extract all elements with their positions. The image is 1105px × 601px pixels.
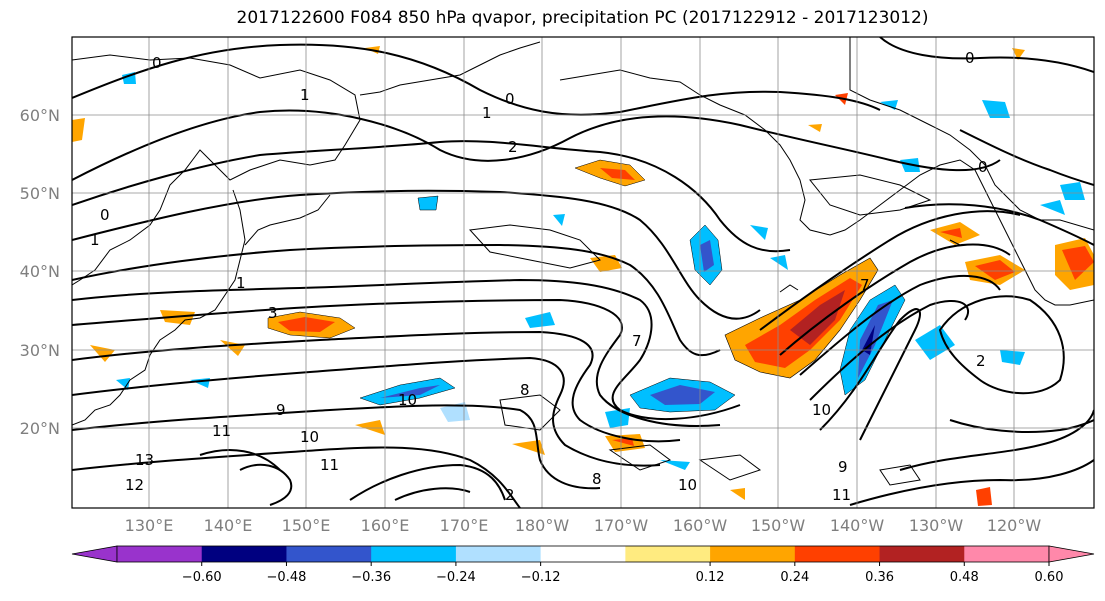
land-contours (468, 174, 932, 486)
contour-label: 13 (135, 451, 154, 469)
contour-label: 10 (300, 428, 319, 446)
contour-label: 10 (678, 476, 697, 494)
colorbar-extend-low (71, 545, 118, 563)
contour-label: 7 (860, 276, 870, 294)
contour-label: 0 (505, 90, 515, 108)
map-title: 2017122600 F084 850 hPa qvapor, precipit… (236, 8, 929, 28)
contour-label: 0 (152, 54, 162, 72)
colorbar-tick-label: 0.12 (696, 570, 725, 585)
positive-precip-regions (72, 46, 1094, 506)
contour-label: 2 (505, 486, 515, 504)
contour-label: 0 (100, 206, 110, 224)
colorbar-tick-label: −0.60 (182, 570, 222, 585)
contour-label: 9 (838, 458, 848, 476)
colorbar-tick-label: 0.36 (865, 570, 894, 585)
contour-labels: 0 0 1 1 2 2 1 0 1 3 7 8 9 10 10 11 12 13… (90, 49, 988, 504)
colorbar-cell (794, 546, 881, 562)
longitude-axis: 130°E 140°E 150°E 160°E 170°E 180°W 170°… (125, 516, 1042, 535)
colorbar-cell (540, 546, 626, 562)
colorbar: −0.60 −0.48 −0.36 −0.24 −0.12 0.12 0.24 0.36 0.4… (71, 545, 1095, 585)
contour-label: 12 (125, 476, 144, 494)
colorbar-tick-label: 0.60 (1035, 570, 1064, 585)
colorbar-cell (455, 546, 542, 562)
contour-label: 11 (832, 486, 851, 504)
map-plot-area: 0 0 1 1 2 2 1 0 1 3 7 8 9 10 10 11 12 13… (72, 37, 1094, 508)
lat-label-40n: 40°N (20, 262, 60, 281)
lat-label-30n: 30°N (20, 341, 60, 360)
colorbar-cell (625, 546, 711, 562)
contour-label: 9 (276, 401, 286, 419)
lon-label: 170°E (440, 516, 489, 535)
contour-label: 10 (812, 401, 831, 419)
lon-label: 160°W (673, 516, 728, 535)
coastlines (72, 37, 1094, 426)
colorbar-cell (371, 546, 457, 562)
colorbar-cell (117, 546, 203, 562)
contour-label: 0 (965, 49, 975, 67)
lon-label: 170°W (594, 516, 649, 535)
contour-label: 1 (300, 86, 310, 104)
lon-label: 180°W (515, 516, 570, 535)
lon-label: 160°E (361, 516, 410, 535)
colorbar-tick-label: −0.36 (351, 570, 391, 585)
contour-label: 2 (508, 138, 518, 156)
map-frame (71, 36, 1095, 509)
colorbar-cell (879, 546, 965, 562)
contour-label: 3 (268, 304, 278, 322)
colorbar-ticks: −0.60 −0.48 −0.36 −0.24 −0.12 0.12 0.24 0.36 0.4… (182, 562, 1064, 585)
qvapor-contours (72, 37, 1094, 508)
negative-precip-regions (116, 72, 1085, 470)
colorbar-tick-label: −0.48 (267, 570, 307, 585)
lon-label: 140°E (204, 516, 253, 535)
contour-label: 8 (592, 470, 602, 488)
lon-label: 150°W (751, 516, 806, 535)
lat-label-50n: 50°N (20, 184, 60, 203)
colorbar-cell (710, 546, 796, 562)
contour-label: 8 (520, 381, 530, 399)
colorbar-extend-high (1048, 545, 1095, 563)
contour-label: 11 (212, 422, 231, 440)
colorbar-tick-label: −0.12 (521, 570, 561, 585)
colorbar-cell (286, 546, 372, 562)
colorbar-cell (964, 546, 1050, 562)
contour-label: 7 (632, 332, 642, 350)
contour-label: 1 (236, 274, 246, 292)
contour-label: 1 (90, 231, 100, 249)
colorbar-tick-label: 0.24 (780, 570, 809, 585)
lat-label-20n: 20°N (20, 419, 60, 438)
contour-label: 0 (978, 158, 988, 176)
contour-label: 1 (482, 104, 492, 122)
lon-label: 130°E (125, 516, 174, 535)
lon-label: 150°E (282, 516, 331, 535)
contour-label: 2 (976, 352, 986, 370)
colorbar-tick-label: −0.24 (436, 570, 476, 585)
latitude-axis: 60°N 50°N 40°N 30°N 20°N (20, 106, 60, 438)
lon-label: 130°W (909, 516, 964, 535)
lat-label-60n: 60°N (20, 106, 60, 125)
colorbar-cell (201, 546, 287, 562)
colorbar-cells (116, 545, 1050, 563)
graticule (72, 37, 1094, 508)
lon-label: 140°W (830, 516, 885, 535)
lon-label: 120°W (987, 516, 1042, 535)
colorbar-tick-label: 0.48 (950, 570, 979, 585)
contour-label: 11 (320, 456, 339, 474)
contour-label: 10 (398, 391, 417, 409)
